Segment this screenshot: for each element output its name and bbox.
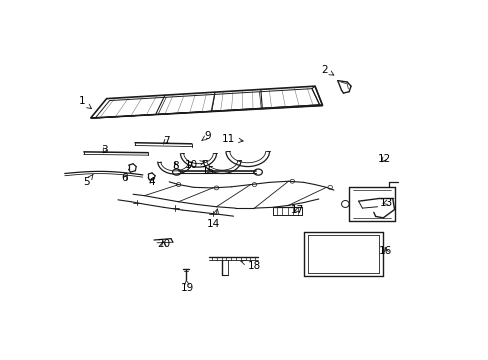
Text: 9: 9 (202, 131, 211, 141)
Text: 4: 4 (148, 177, 155, 187)
Text: 16: 16 (379, 246, 392, 256)
Text: 15: 15 (201, 166, 214, 176)
Text: 5: 5 (83, 175, 93, 187)
Text: 19: 19 (181, 280, 194, 293)
Text: 12: 12 (377, 154, 390, 164)
Text: 7: 7 (163, 136, 169, 146)
Text: 17: 17 (290, 205, 303, 215)
Text: 13: 13 (379, 198, 392, 208)
Text: 18: 18 (241, 260, 261, 270)
Text: 8: 8 (172, 161, 179, 171)
Text: 2: 2 (321, 64, 333, 75)
Text: 3: 3 (101, 145, 108, 155)
Text: 6: 6 (121, 173, 128, 183)
Text: 10: 10 (185, 160, 204, 170)
Text: 14: 14 (206, 209, 220, 229)
Text: 20: 20 (157, 239, 170, 249)
Text: 1: 1 (79, 96, 91, 109)
Text: 11: 11 (222, 134, 243, 144)
